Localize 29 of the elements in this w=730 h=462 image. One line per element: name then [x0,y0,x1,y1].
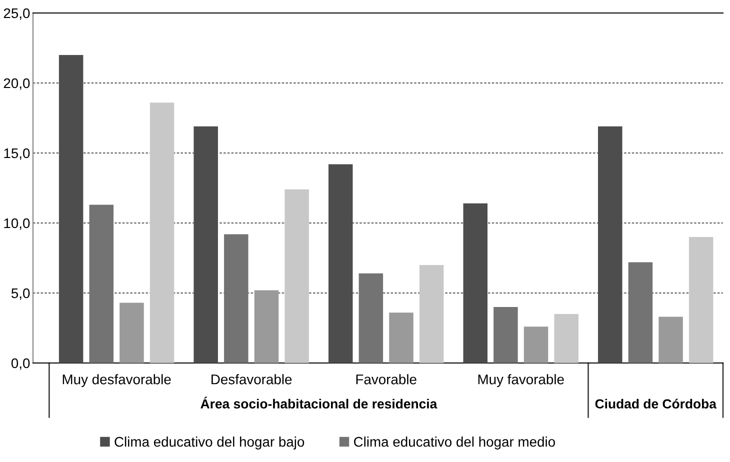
bar [658,316,683,363]
text: Ciudad de Córdoba [595,398,717,409]
bar [254,290,279,363]
x-tick-label: Desfavorable [212,374,292,384]
y-tick-label: 20,0 [4,78,30,90]
legend-label: Clima educativo del hogar medio [354,436,555,450]
x-tick-label: Muy favorable [478,374,564,388]
bar [358,273,384,363]
y-tick-label: 5,0 [11,288,30,300]
bar [554,314,578,363]
bar [494,307,518,363]
bar [628,262,653,363]
bar [224,234,248,363]
y-tick-label: 15,0 [4,148,30,160]
x-tick-label: Favorable [356,374,416,384]
y-tick-label: 0,0 [11,358,30,370]
x-tick-label: Muy desfavorable [62,374,171,388]
bar [89,204,114,363]
bar [524,326,548,363]
bar [284,189,309,363]
y-tick-label: 25,0 [4,8,30,20]
bar [389,312,414,363]
text: Área socio-habitacional de residencia [200,396,438,409]
bar [419,265,444,363]
y-tick-label: 10,0 [4,218,30,230]
bar [150,102,174,363]
bar [688,237,714,363]
bar [120,302,144,363]
legend-label: Clima educativo del hogar bajo [114,436,304,450]
